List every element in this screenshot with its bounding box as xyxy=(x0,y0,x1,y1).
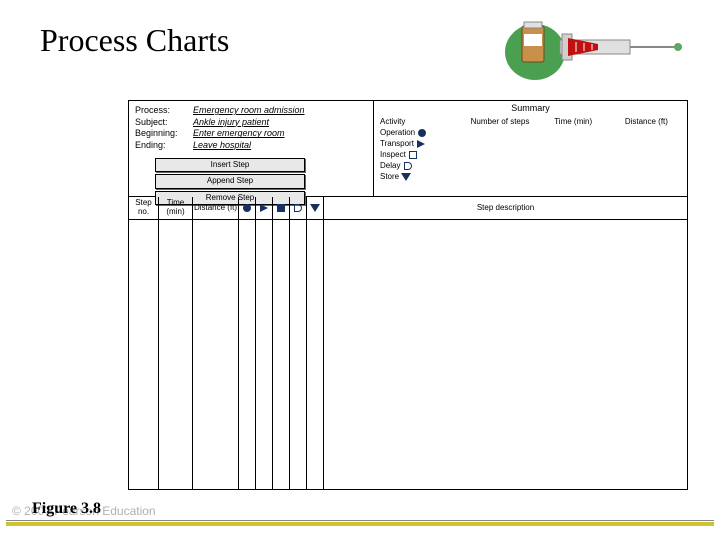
chart-column-headers: Step no. Time (min) Distance (ft) Step d… xyxy=(129,196,687,220)
summary-header-steps: Number of steps xyxy=(463,116,536,127)
summary-header-distance: Distance (ft) xyxy=(610,116,683,127)
beginning-label: Beginning: xyxy=(135,128,193,140)
col-header-distance: Distance (ft) xyxy=(193,197,239,219)
transport-icon xyxy=(416,139,426,148)
page-title: Process Charts xyxy=(40,22,229,59)
inspect-icon xyxy=(408,150,418,159)
delay-icon xyxy=(403,161,413,170)
figure-label: Figure 3.8 xyxy=(32,500,101,518)
chart-body-grid xyxy=(129,220,687,489)
store-icon xyxy=(401,172,411,181)
col-header-transport-icon xyxy=(256,197,273,219)
operation-icon xyxy=(417,128,427,137)
subject-value: Ankle injury patient xyxy=(193,117,269,129)
beginning-value: Enter emergency room xyxy=(193,128,285,140)
col-header-delay-icon xyxy=(290,197,307,219)
col-header-description: Step description xyxy=(324,197,687,219)
ending-label: Ending: xyxy=(135,140,193,152)
summary-header-activity: Activity xyxy=(378,116,463,127)
activity-operation: Operation xyxy=(380,128,415,137)
summary-block: Summary Activity Number of steps Time (m… xyxy=(374,101,687,196)
append-step-button[interactable]: Append Step xyxy=(155,174,305,188)
process-label: Process: xyxy=(135,105,193,117)
process-info-block: Process:Emergency room admission Subject… xyxy=(129,101,374,196)
activity-store: Store xyxy=(380,172,399,181)
col-header-store-icon xyxy=(307,197,324,219)
activity-inspect: Inspect xyxy=(380,150,406,159)
summary-title: Summary xyxy=(378,103,683,113)
col-header-inspect-icon xyxy=(273,197,290,219)
process-chart-panel: Process:Emergency room admission Subject… xyxy=(128,100,688,490)
ending-value: Leave hospital xyxy=(193,140,251,152)
summary-table: Activity Number of steps Time (min) Dist… xyxy=(378,116,683,182)
col-header-operation-icon xyxy=(239,197,256,219)
footer-accent-bar xyxy=(6,522,714,526)
col-header-step: Step no. xyxy=(129,197,159,219)
subject-label: Subject: xyxy=(135,117,193,129)
activity-transport: Transport xyxy=(380,139,414,148)
process-value: Emergency room admission xyxy=(193,105,305,117)
col-header-time: Time (min) xyxy=(159,197,193,219)
decorative-illustration xyxy=(480,8,690,88)
footer-divider xyxy=(6,520,714,521)
insert-step-button[interactable]: Insert Step xyxy=(155,158,305,172)
activity-delay: Delay xyxy=(380,161,400,170)
summary-header-time: Time (min) xyxy=(537,116,610,127)
